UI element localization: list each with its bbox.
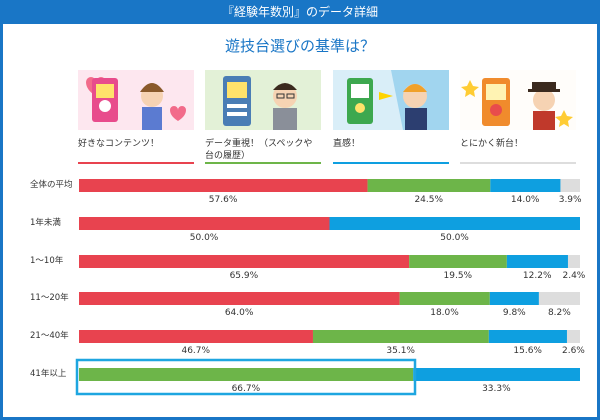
legend-item: とにかく新台！ — [460, 70, 576, 164]
legend-label: 直感！ — [333, 139, 361, 149]
category-label: 21～40年 — [30, 331, 69, 341]
value-label: 64.0% — [224, 308, 254, 318]
intuition-illustration — [333, 70, 449, 130]
category-label: 全体の平均 — [30, 180, 73, 190]
value-label: 57.6% — [208, 195, 238, 205]
bar-segment — [538, 292, 580, 305]
value-label: 35.1% — [386, 346, 415, 356]
value-label: 46.7% — [181, 346, 211, 356]
value-label: 33.3% — [482, 384, 511, 394]
bar-segment — [79, 368, 414, 381]
bar-segment — [489, 292, 539, 305]
value-label: 65.9% — [229, 271, 259, 281]
category-label: 1年未満 — [30, 218, 61, 228]
legend-label: 好きなコンテンツ！ — [78, 139, 160, 149]
data-focused-illustration — [205, 70, 321, 130]
legend-item: 直感！ — [333, 70, 449, 164]
value-label: 50.0% — [440, 233, 469, 243]
category-label: 41年以上 — [30, 369, 67, 379]
bar-segment — [79, 292, 400, 305]
bar-segment — [399, 292, 490, 305]
bar-segment — [409, 255, 507, 268]
value-label: 8.2% — [547, 308, 571, 318]
legend-label: とにかく新台！ — [460, 139, 524, 149]
value-label: 2.6% — [561, 346, 585, 356]
legend-color-line — [78, 162, 194, 164]
value-label: 66.7% — [231, 384, 261, 394]
question-title: 遊技台選びの基準は？ — [224, 37, 375, 55]
value-label: 50.0% — [189, 233, 219, 243]
new-machine-illustration — [460, 70, 576, 130]
bar-segment — [560, 179, 580, 192]
value-label: 24.5% — [414, 195, 444, 205]
legend-label: データ重視！（スペックや台の履歴） — [205, 139, 313, 161]
legend-color-line — [205, 162, 321, 164]
panel-header: 『経験年数別』のデータ詳細 — [0, 0, 600, 24]
bar-segment — [312, 330, 489, 343]
bar-segment — [567, 255, 580, 268]
bar-segment — [367, 179, 491, 192]
bar-segment — [488, 330, 567, 343]
bar-segment — [79, 217, 330, 230]
value-label: 19.5% — [443, 271, 473, 281]
value-label: 18.0% — [430, 308, 459, 318]
bar-segment — [413, 368, 580, 381]
bar-segment — [329, 217, 580, 230]
bar-segment — [506, 255, 568, 268]
legend-item: 好きなコンテンツ！ — [78, 70, 194, 164]
legend-color-line — [333, 162, 449, 164]
highlight-box — [75, 358, 417, 396]
value-label: 14.0% — [510, 195, 540, 205]
value-label: 2.4% — [562, 271, 586, 281]
value-label: 12.2% — [522, 271, 552, 281]
bar-segment — [79, 255, 410, 268]
bar-segment — [490, 179, 561, 192]
category-label: 11～20年 — [30, 293, 69, 303]
bar-segment — [79, 179, 368, 192]
value-label: 3.9% — [558, 195, 582, 205]
value-label: 9.8% — [502, 308, 526, 318]
favorite-content-illustration — [78, 70, 194, 130]
value-label: 15.6% — [513, 346, 542, 356]
legend-item: データ重視！（スペックや台の履歴） — [205, 70, 321, 164]
bar-segment — [79, 330, 313, 343]
legend-color-line — [460, 162, 576, 164]
category-label: 1～10年 — [30, 256, 64, 266]
bar-segment — [566, 330, 580, 343]
